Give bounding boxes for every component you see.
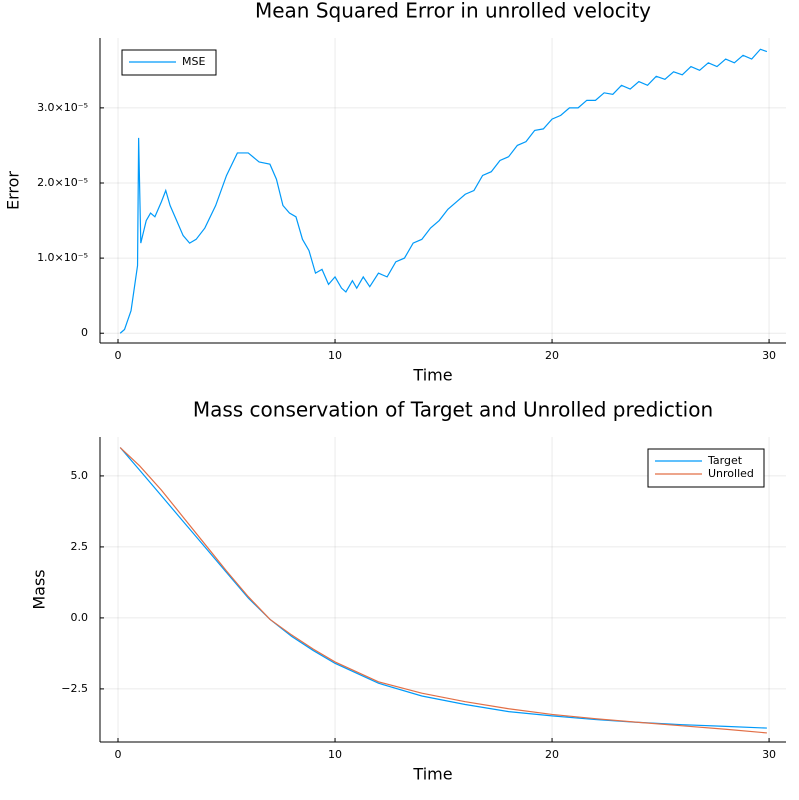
y-axis-label: Error bbox=[4, 171, 23, 210]
legend-label: Target bbox=[707, 454, 743, 467]
y-axis-label: Mass bbox=[30, 569, 49, 609]
y-tick-label: 5.0 bbox=[71, 469, 89, 482]
x-tick-label: 10 bbox=[328, 349, 342, 362]
legend-label: Unrolled bbox=[708, 467, 754, 480]
y-tick-label: 0.0 bbox=[71, 611, 89, 624]
chart-title: Mean Squared Error in unrolled velocity bbox=[255, 0, 651, 23]
line bbox=[119, 447, 767, 729]
y-tick-label: 1.0×10⁻⁵ bbox=[37, 251, 88, 264]
x-tick-label: 0 bbox=[115, 748, 122, 761]
x-tick-label: 10 bbox=[328, 748, 342, 761]
y-tick-label: 3.0×10⁻⁵ bbox=[37, 101, 88, 114]
x-axis-label: Time bbox=[412, 765, 452, 784]
x-tick-label: 30 bbox=[762, 349, 776, 362]
y-tick-label: 2.5 bbox=[71, 540, 89, 553]
chart-title: Mass conservation of Target and Unrolled… bbox=[193, 398, 713, 422]
x-axis-label: Time bbox=[412, 366, 452, 385]
y-tick-label: 2.0×10⁻⁵ bbox=[37, 176, 88, 189]
legend-box bbox=[647, 448, 765, 488]
line bbox=[119, 48, 768, 334]
x-tick-label: 20 bbox=[545, 349, 559, 362]
x-tick-label: 30 bbox=[762, 748, 776, 761]
x-tick-label: 0 bbox=[115, 349, 122, 362]
x-tick-label: 20 bbox=[545, 748, 559, 761]
legend-label: MSE bbox=[182, 55, 205, 68]
y-tick-label: −2.5 bbox=[61, 682, 88, 695]
y-tick-label: 0 bbox=[81, 326, 88, 339]
line bbox=[119, 447, 767, 734]
